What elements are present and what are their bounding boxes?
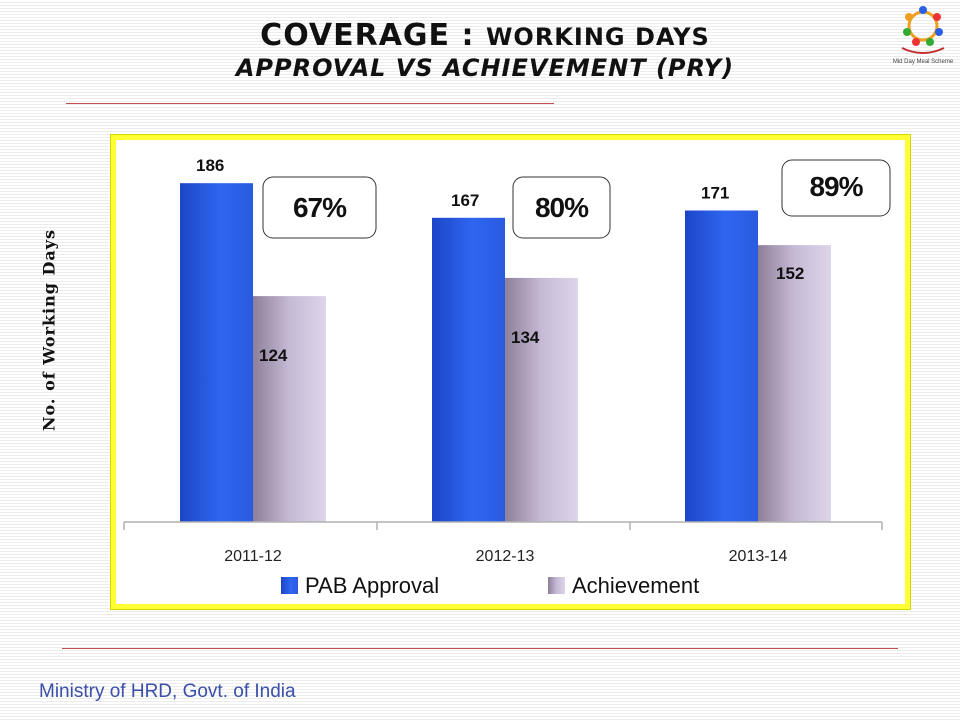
x-tick-label: 2013-14 (729, 548, 788, 565)
achievement-value: 152 (776, 264, 804, 283)
achievement-value: 124 (259, 346, 288, 365)
footer-text: Ministry of HRD, Govt. of India (39, 681, 296, 702)
logo-ring-icon (903, 6, 943, 46)
mid-day-meal-logo: Mid Day Meal Scheme (893, 6, 954, 65)
pab-approval-bar (432, 217, 505, 523)
percentage-callout-box (781, 159, 891, 217)
percentage-callout-text: 67% (293, 192, 347, 223)
pab-approval-value: 167 (451, 191, 479, 210)
title-divider (66, 103, 554, 104)
pab-approval-bar (180, 183, 253, 522)
slide-title: Coverage : Working Days Approval vs Achi… (60, 18, 910, 83)
achievement-bar (253, 296, 326, 522)
logo-text: Mid Day Meal Scheme (893, 59, 954, 65)
percentage-callout-text: 89% (809, 171, 863, 202)
percentage-callout-box (262, 176, 377, 239)
legend-achievement-swatch (548, 577, 565, 594)
pab-approval-bar (685, 210, 758, 522)
achievement-bar (758, 245, 831, 522)
achievement-value: 134 (511, 328, 540, 347)
legend-achievement-label: Achievement (572, 573, 699, 598)
title-sub: Working Days (485, 23, 710, 51)
legend-pab-approval-swatch (281, 577, 298, 594)
x-tick-label: 2011-12 (224, 548, 282, 565)
title-main: Coverage : (260, 18, 475, 53)
pab-approval-value: 186 (196, 156, 224, 175)
percentage-callout-text: 80% (535, 192, 589, 223)
percentage-callout-box (512, 176, 611, 239)
achievement-bar (505, 277, 578, 522)
title-line2: Approval vs Achievement (PRY) (235, 54, 735, 82)
x-tick-label: 2012-13 (476, 548, 535, 565)
footer-divider (62, 648, 898, 649)
legend-pab-approval-label: PAB Approval (305, 573, 439, 598)
pab-approval-value: 171 (701, 184, 729, 203)
